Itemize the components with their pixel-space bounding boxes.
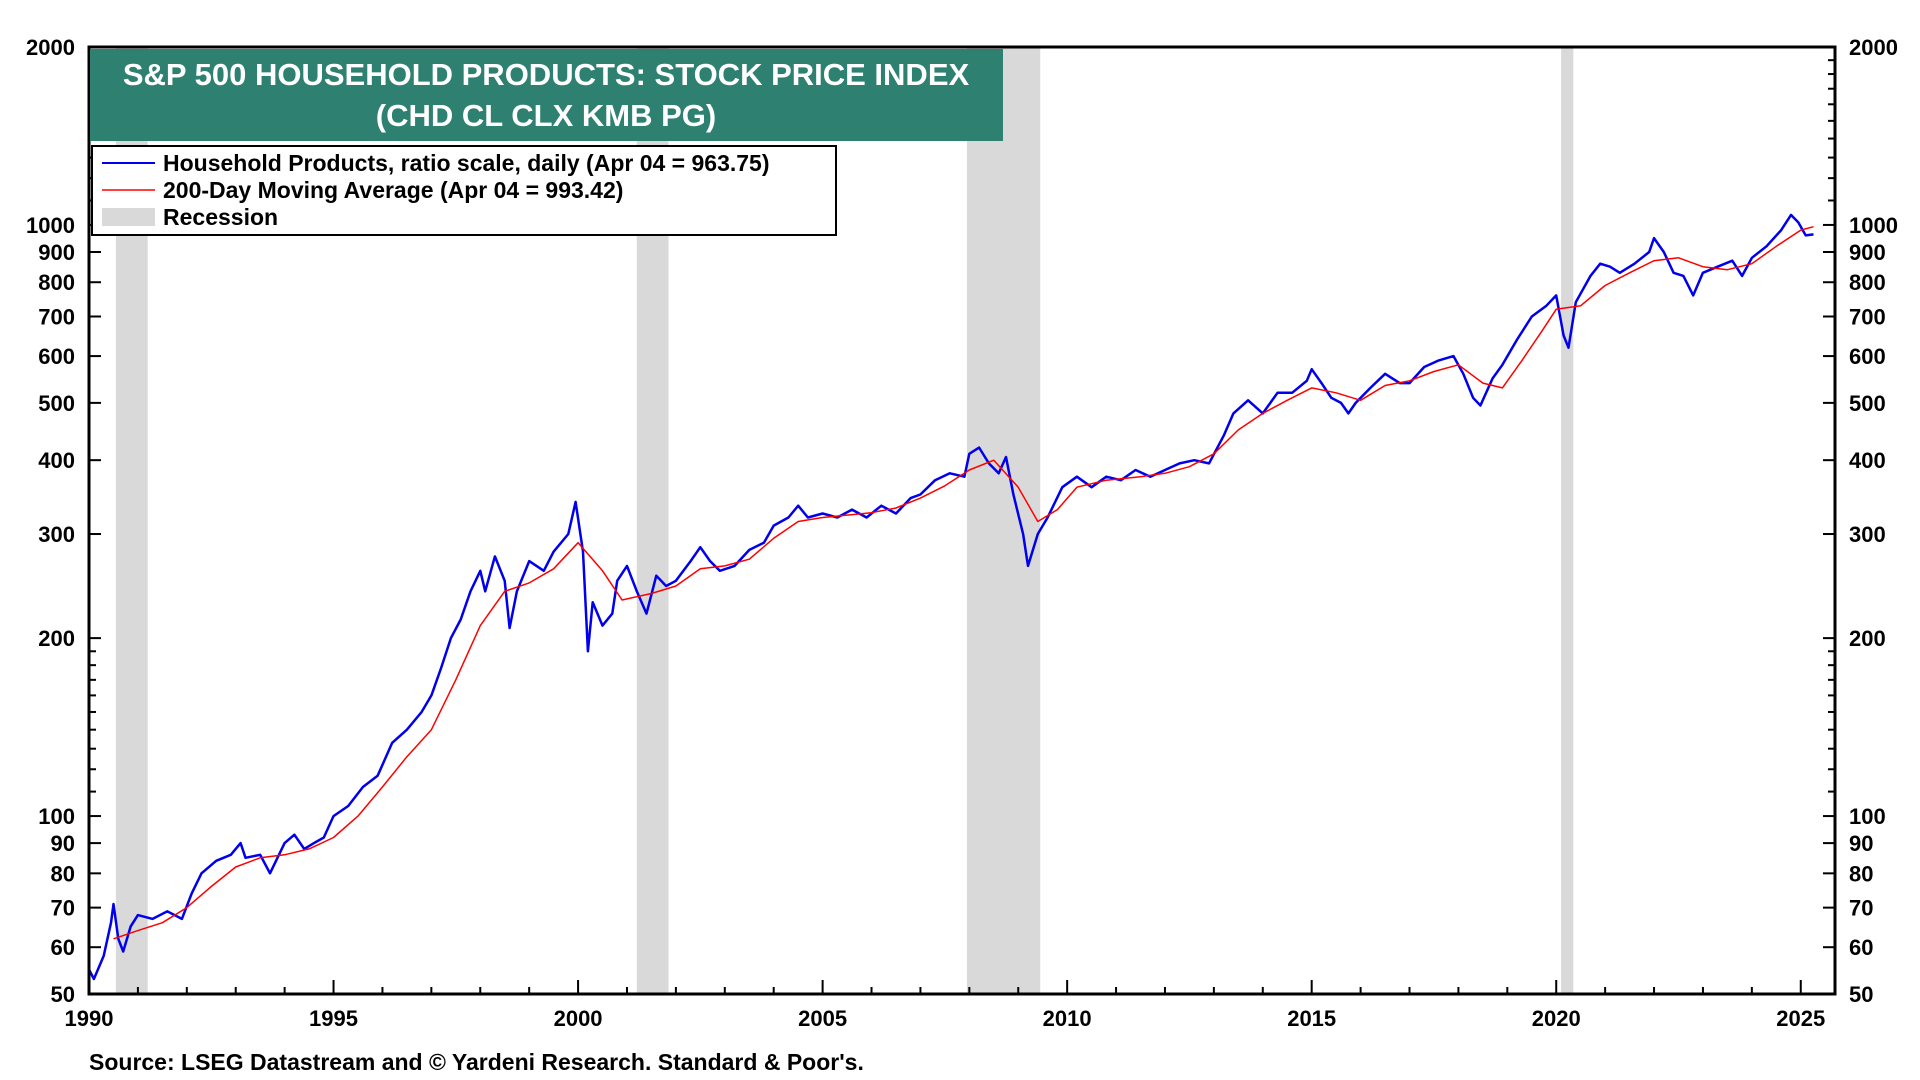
y-tick-label-left: 900 xyxy=(38,240,75,265)
y-tick-label-left: 400 xyxy=(38,448,75,473)
y-tick-label-right: 1000 xyxy=(1849,213,1898,238)
y-tick-label-right: 600 xyxy=(1849,344,1886,369)
y-tick-label-right: 100 xyxy=(1849,804,1886,829)
series-line-moving-average xyxy=(113,225,1814,940)
y-tick-label-right: 50 xyxy=(1849,982,1873,1007)
y-tick-label-left: 800 xyxy=(38,270,75,295)
x-tick-label: 2010 xyxy=(1043,1006,1092,1031)
y-tick-label-left: 90 xyxy=(51,831,75,856)
y-tick-label-left: 1000 xyxy=(26,213,75,238)
x-tick-labels: 1990 1995 2000 2005 2010 2015 2020 2025 xyxy=(65,1006,1826,1031)
y-tick-label-left: 700 xyxy=(38,305,75,330)
y-tick-label-right: 70 xyxy=(1849,896,1873,921)
y-tick-label-right: 200 xyxy=(1849,626,1886,651)
series-lines xyxy=(87,213,1814,981)
y-tick-label-left: 60 xyxy=(51,935,75,960)
y-tick-label-right: 900 xyxy=(1849,240,1886,265)
legend: Household Products, ratio scale, daily (… xyxy=(91,145,837,236)
y-tick-label-right: 500 xyxy=(1849,391,1886,416)
plot-frame xyxy=(87,45,1837,996)
legend-label-recession: Recession xyxy=(163,204,278,230)
y-tick-label-right: 800 xyxy=(1849,270,1886,295)
y-tick-label-right: 400 xyxy=(1849,448,1886,473)
x-tick-label: 2025 xyxy=(1776,1006,1825,1031)
x-tick-label: 1995 xyxy=(309,1006,358,1031)
legend-label-ma: 200-Day Moving Average (Apr 04 = 993.42) xyxy=(163,177,623,203)
x-tick-label: 2015 xyxy=(1287,1006,1336,1031)
y-tick-label-left: 100 xyxy=(38,804,75,829)
chart-title-line2: (CHD CL CLX KMB PG) xyxy=(376,98,716,133)
x-tick-label: 2020 xyxy=(1532,1006,1581,1031)
y-tick-label-left: 2000 xyxy=(26,35,75,60)
y-tick-label-left: 600 xyxy=(38,344,75,369)
y-tick-label-right: 300 xyxy=(1849,522,1886,547)
y-tick-label-left: 200 xyxy=(38,626,75,651)
y-tick-label-left: 300 xyxy=(38,522,75,547)
series-line-household-products xyxy=(87,213,1814,981)
x-tick-label: 1990 xyxy=(65,1006,114,1031)
legend-swatch-recession xyxy=(102,208,155,226)
y-tick-label-left: 50 xyxy=(51,982,75,1007)
y-tick-label-right: 90 xyxy=(1849,831,1873,856)
y-tick-label-right: 60 xyxy=(1849,935,1873,960)
legend-label-price: Household Products, ratio scale, daily (… xyxy=(163,150,770,176)
y-tick-label-left: 70 xyxy=(51,896,75,921)
recession-band-3 xyxy=(1561,47,1574,994)
source-note: Source: LSEG Datastream and © Yardeni Re… xyxy=(89,1049,864,1075)
legend-box xyxy=(91,145,837,236)
y-tick-label-left: 500 xyxy=(38,391,75,416)
y-tick-label-left: 80 xyxy=(51,861,75,886)
title-box: S&P 500 HOUSEHOLD PRODUCTS: STOCK PRICE … xyxy=(90,49,1003,141)
x-tick-label: 2000 xyxy=(554,1006,603,1031)
y-tick-label-right: 80 xyxy=(1849,861,1873,886)
y-tick-label-right: 2000 xyxy=(1849,35,1898,60)
recession-band-2 xyxy=(966,47,1041,994)
chart-title-line1: S&P 500 HOUSEHOLD PRODUCTS: STOCK PRICE … xyxy=(123,57,970,92)
x-tick-label: 2005 xyxy=(798,1006,847,1031)
y-tick-label-right: 700 xyxy=(1849,305,1886,330)
